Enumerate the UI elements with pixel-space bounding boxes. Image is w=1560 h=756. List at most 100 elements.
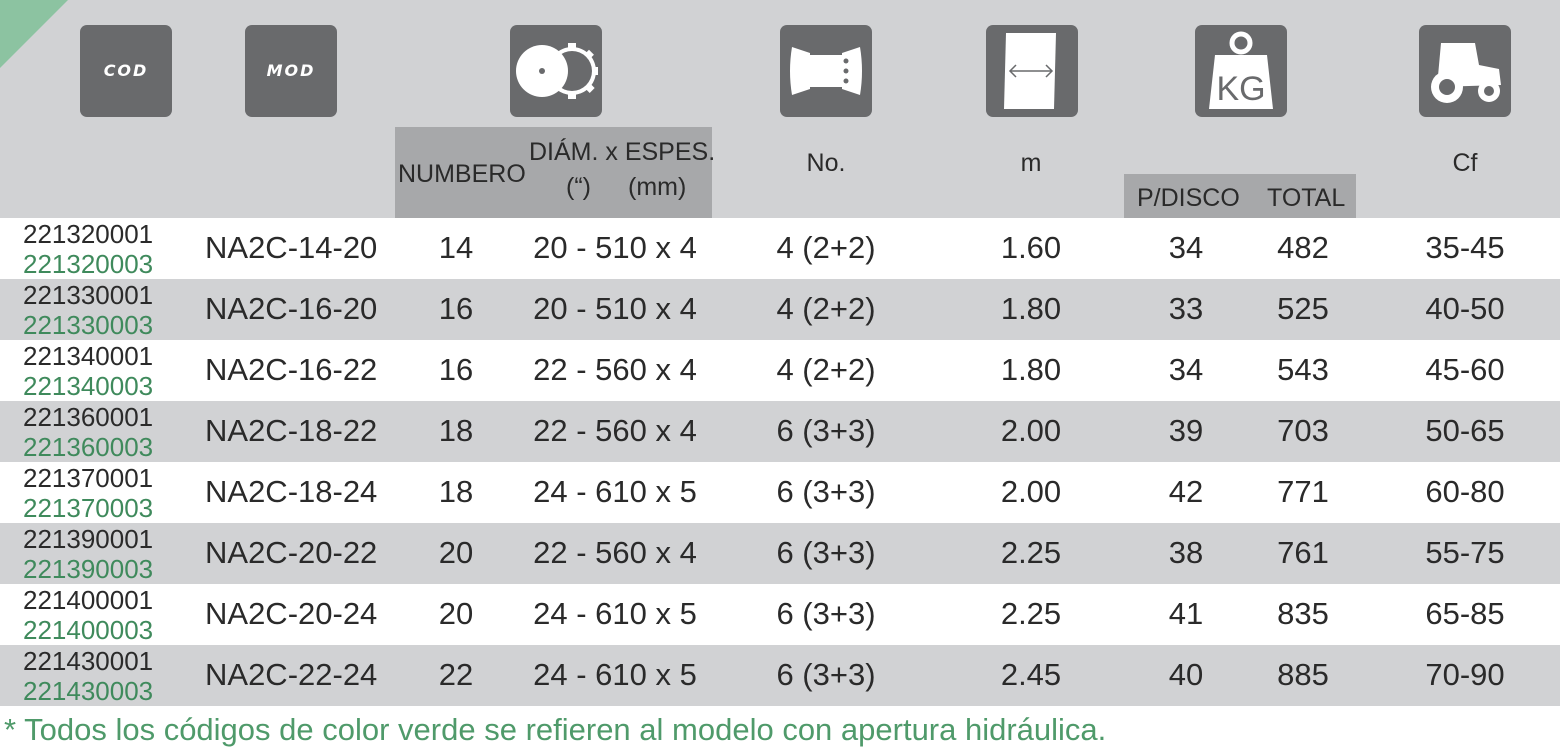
total-weight-cell: 885 xyxy=(1277,657,1329,692)
diameter-thickness-cell: 24 - 610 x 5 xyxy=(533,474,697,509)
width-cell: 2.45 xyxy=(1000,657,1062,692)
hydraulic-code-cell: 221400003 xyxy=(23,615,154,645)
hydraulic-code-cell: 221390003 xyxy=(23,554,154,584)
bearing-count-cell: 6 (3+3) xyxy=(776,596,876,631)
disc-number-cell: 20 xyxy=(438,596,474,631)
code-cell: 221390001 xyxy=(23,524,154,554)
hydraulic-code-cell: 221430003 xyxy=(23,676,154,706)
diameter-thickness-cell: 22 - 560 x 4 xyxy=(533,535,697,570)
svg-text:MOD: MOD xyxy=(267,61,316,80)
disc-spec-header-strip xyxy=(395,127,712,218)
code-cell: 221360001 xyxy=(23,402,154,432)
table-row: 221360001 221360003 NA2C-18-22 18 22 - 560 x… xyxy=(0,401,1560,462)
total-weight-cell: 703 xyxy=(1277,413,1329,448)
table-header: COD MOD xyxy=(0,0,1560,218)
header-diam-unit-inch: (“) xyxy=(566,173,591,201)
power-cf-cell: 35-45 xyxy=(1425,230,1505,265)
code-cell: 221370001 xyxy=(23,463,154,493)
header-diam: DIÁM. x ESPES. xyxy=(529,138,716,166)
model-cell: NA2C-20-22 xyxy=(205,535,378,570)
disc-number-cell: 18 xyxy=(438,413,474,448)
bearing-count-cell: 4 (2+2) xyxy=(776,230,876,265)
disc-number-cell: 16 xyxy=(438,352,474,387)
width-cell: 2.25 xyxy=(1000,535,1062,570)
width-cell: 2.00 xyxy=(1000,413,1062,448)
footnote: * Todos los códigos de color verde se re… xyxy=(4,712,1107,747)
power-cf-cell: 45-60 xyxy=(1425,352,1505,387)
cod-icon: COD xyxy=(80,25,172,117)
weight-per-disc-cell: 34 xyxy=(1168,352,1204,387)
code-cell: 221400001 xyxy=(23,585,154,615)
model-cell: NA2C-18-24 xyxy=(205,474,378,509)
power-cf-cell: 70-90 xyxy=(1425,657,1505,692)
power-cf-cell: 55-75 xyxy=(1425,535,1505,570)
total-weight-cell: 761 xyxy=(1277,535,1329,570)
svg-text:KG: KG xyxy=(1216,70,1265,108)
header-diam-unit-mm: (mm) xyxy=(628,173,687,201)
hydraulic-code-cell: 221370003 xyxy=(23,493,154,523)
disc-number-cell: 22 xyxy=(438,657,474,692)
svg-text:COD: COD xyxy=(104,61,149,80)
model-cell: NA2C-16-20 xyxy=(205,291,378,326)
diameter-thickness-cell: 20 - 510 x 4 xyxy=(533,291,697,326)
diameter-thickness-cell: 20 - 510 x 4 xyxy=(533,230,697,265)
power-cf-cell: 60-80 xyxy=(1425,474,1505,509)
header-p-disco: P/DISCO xyxy=(1137,184,1240,212)
disc-number-cell: 18 xyxy=(438,474,474,509)
hydraulic-code-cell: 221340003 xyxy=(23,371,154,401)
bearing-count-cell: 6 (3+3) xyxy=(776,413,876,448)
width-cell: 1.80 xyxy=(1000,291,1062,326)
weight-per-disc-cell: 41 xyxy=(1168,596,1204,631)
hydraulic-code-cell: 221330003 xyxy=(23,310,154,340)
hydraulic-code-cell: 221360003 xyxy=(23,432,154,462)
diameter-thickness-cell: 24 - 610 x 5 xyxy=(533,596,697,631)
bearing-icon xyxy=(780,25,872,117)
weight-per-disc-cell: 39 xyxy=(1168,413,1204,448)
table-row: 221400001 221400003 NA2C-20-24 20 24 - 610 x… xyxy=(0,584,1560,645)
total-weight-cell: 482 xyxy=(1277,230,1329,265)
model-cell: NA2C-16-22 xyxy=(205,352,378,387)
table-row: 221390001 221390003 NA2C-20-22 20 22 - 560 x… xyxy=(0,523,1560,584)
disc-icon xyxy=(510,25,602,117)
model-cell: NA2C-18-22 xyxy=(205,413,378,448)
diameter-thickness-cell: 22 - 560 x 4 xyxy=(533,352,697,387)
weight-per-disc-cell: 33 xyxy=(1168,291,1204,326)
width-cell: 1.80 xyxy=(1000,352,1062,387)
header-total: TOTAL xyxy=(1267,184,1346,212)
hydraulic-code-cell: 221320003 xyxy=(23,249,154,279)
mod-icon: MOD xyxy=(245,25,337,117)
model-cell: NA2C-14-20 xyxy=(205,230,378,265)
total-weight-cell: 835 xyxy=(1277,596,1329,631)
table-row: 221340001 221340003 NA2C-16-22 16 22 - 560 x… xyxy=(0,340,1560,401)
disc-number-cell: 14 xyxy=(438,230,474,265)
code-cell: 221430001 xyxy=(23,646,154,676)
bearing-count-cell: 4 (2+2) xyxy=(776,291,876,326)
header-no: No. xyxy=(806,149,846,177)
diameter-thickness-cell: 24 - 610 x 5 xyxy=(533,657,697,692)
model-cell: NA2C-22-24 xyxy=(205,657,378,692)
header-m: m xyxy=(1020,149,1042,177)
power-cf-cell: 40-50 xyxy=(1425,291,1505,326)
total-weight-cell: 525 xyxy=(1277,291,1329,326)
kg-weight-icon: KG xyxy=(1195,25,1287,117)
table-row: 221320001 221320003 NA2C-14-20 14 20 - 510 x… xyxy=(0,218,1560,279)
table-row: 221370001 221370003 NA2C-18-24 18 24 - 610 x… xyxy=(0,462,1560,523)
weight-per-disc-cell: 38 xyxy=(1168,535,1204,570)
weight-per-disc-cell: 42 xyxy=(1168,474,1204,509)
total-weight-cell: 771 xyxy=(1277,474,1329,509)
bearing-count-cell: 4 (2+2) xyxy=(776,352,876,387)
weight-header-strip xyxy=(1124,174,1356,218)
table-row: 221330001 221330003 NA2C-16-20 16 20 - 510 x… xyxy=(0,279,1560,340)
width-cell: 1.60 xyxy=(1000,230,1062,265)
header-numbero: NUMBERO xyxy=(398,160,526,188)
disc-number-cell: 16 xyxy=(438,291,474,326)
code-cell: 221320001 xyxy=(23,219,154,249)
disc-number-cell: 20 xyxy=(438,535,474,570)
total-weight-cell: 543 xyxy=(1277,352,1329,387)
tractor-icon xyxy=(1419,25,1511,117)
diameter-thickness-cell: 22 - 560 x 4 xyxy=(533,413,697,448)
model-cell: NA2C-20-24 xyxy=(205,596,378,631)
width-icon xyxy=(986,25,1078,117)
weight-per-disc-cell: 34 xyxy=(1168,230,1204,265)
code-cell: 221340001 xyxy=(23,341,154,371)
